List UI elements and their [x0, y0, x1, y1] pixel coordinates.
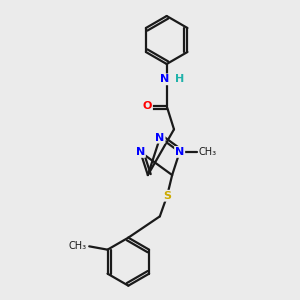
Text: N: N — [136, 147, 145, 157]
Text: S: S — [163, 191, 171, 201]
Text: N: N — [155, 133, 165, 143]
Text: O: O — [142, 101, 152, 111]
Text: CH₃: CH₃ — [68, 241, 86, 251]
Text: N: N — [175, 147, 184, 157]
Text: H: H — [175, 74, 184, 84]
Text: N: N — [160, 74, 169, 84]
Text: CH₃: CH₃ — [199, 147, 217, 157]
